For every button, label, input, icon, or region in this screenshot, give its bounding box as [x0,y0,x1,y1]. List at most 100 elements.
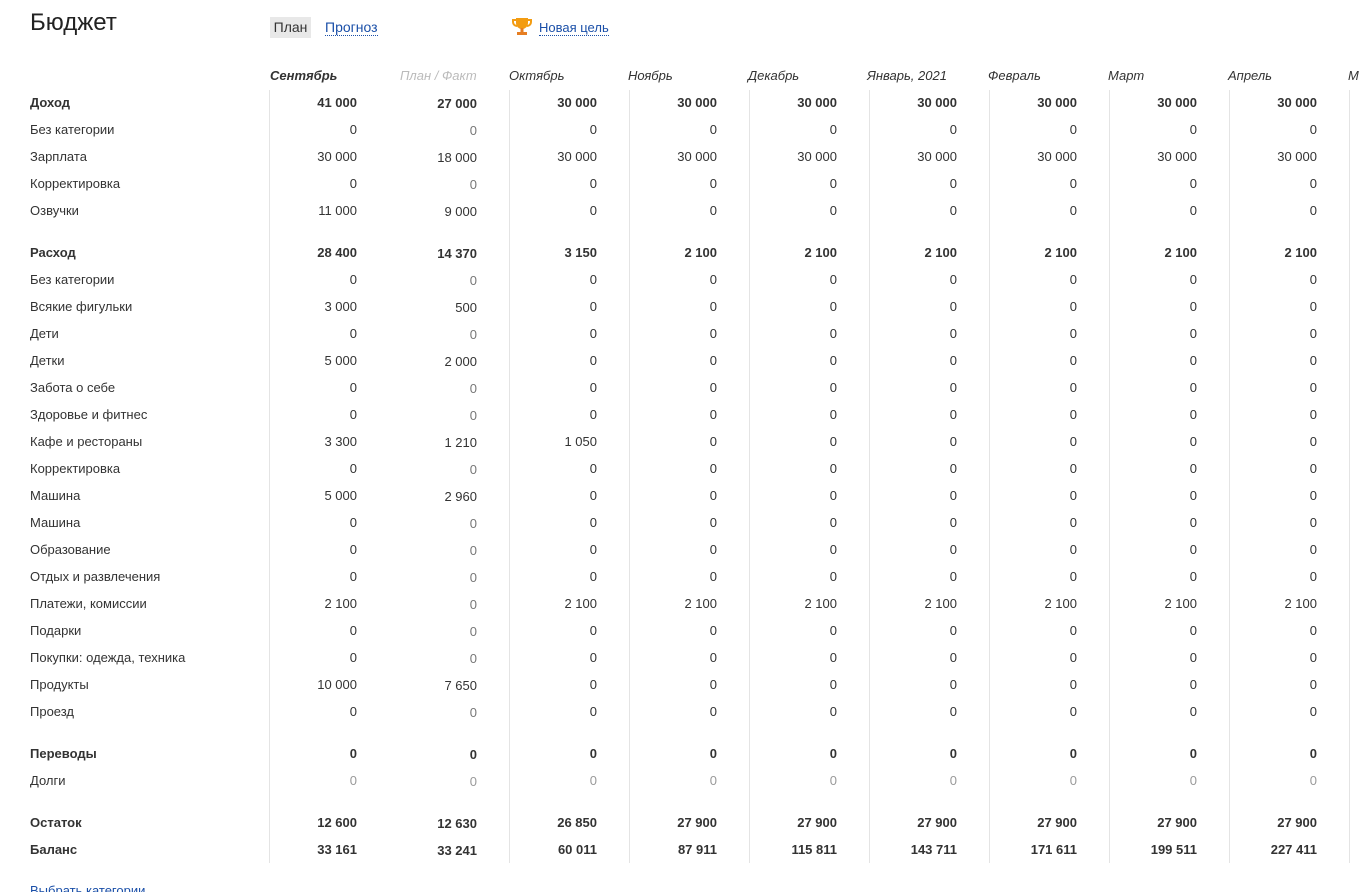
cell-value: 0 [1189,122,1197,137]
cell-value: 0 [949,434,957,449]
cell-value: 33 241 [437,843,477,858]
cell-value: 0 [349,326,357,341]
cell-value: 27 900 [1037,815,1077,830]
new-goal-link[interactable]: Новая цель [539,20,609,36]
cell-value: 0 [589,773,597,788]
cell-value: 0 [589,461,597,476]
column-divider [629,90,630,863]
cell-value: 0 [709,650,717,665]
trophy-icon [512,18,532,35]
plan-tab[interactable]: План [270,17,311,38]
cell-value: 0 [349,380,357,395]
cell-value: 28 400 [317,245,357,260]
new-goal[interactable]: Новая цель [539,19,609,36]
cell-value: 0 [949,272,957,287]
category-label: Покупки: одежда, техника [30,650,186,665]
choose-categories-link[interactable]: Выбрать категории [30,883,146,892]
cell-value: 0 [709,203,717,218]
column-divider [1349,90,1350,863]
cell-value: 0 [1189,203,1197,218]
cell-value: 0 [829,326,837,341]
cell-value: 5 000 [324,353,357,368]
cell-value: 30 000 [917,95,957,110]
cell-value: 2 100 [684,245,717,260]
cell-value: 0 [709,299,717,314]
cell-value: 0 [1069,353,1077,368]
cell-value: 0 [1309,677,1317,692]
cell-value: 0 [1189,704,1197,719]
category-label: Корректировка [30,461,121,476]
cell-value: 30 000 [1037,95,1077,110]
cell-value: 0 [1069,407,1077,422]
cell-value: 0 [589,746,597,761]
cell-value: 0 [829,677,837,692]
cell-value: 0 [349,650,357,665]
cell-value: 0 [829,461,837,476]
cell-value: 0 [1309,542,1317,557]
cell-value: 0 [469,624,477,639]
category-label: Без категории [30,272,115,287]
category-label: Дети [30,326,59,341]
category-label: Без категории [30,122,115,137]
cell-value: 2 100 [1044,596,1077,611]
column-header: М [1348,68,1359,83]
category-label: Зарплата [30,149,87,164]
cell-value: 0 [829,569,837,584]
forecast-tab[interactable]: Прогноз [325,19,378,36]
cell-value: 0 [469,462,477,477]
cell-value: 0 [709,515,717,530]
forecast-link[interactable]: Прогноз [325,19,378,36]
cell-value: 0 [1189,623,1197,638]
column-divider [749,90,750,863]
cell-value: 0 [349,176,357,191]
cell-value: 27 900 [797,815,837,830]
cell-value: 0 [1189,461,1197,476]
cell-value: 0 [469,381,477,396]
cell-value: 0 [1069,623,1077,638]
category-label: Кафе и рестораны [30,434,143,449]
cell-value: 0 [949,773,957,788]
cell-value: 0 [589,407,597,422]
column-divider [1229,90,1230,863]
cell-value: 1 050 [564,434,597,449]
cell-value: 0 [1069,704,1077,719]
section-label: Баланс [30,842,78,857]
cell-value: 0 [1189,176,1197,191]
cell-value: 0 [469,123,477,138]
cell-value: 2 960 [444,489,477,504]
cell-value: 0 [1189,272,1197,287]
cell-value: 11 000 [318,203,357,218]
choose-categories[interactable]: Выбрать категории [30,882,146,892]
cell-value: 0 [1309,650,1317,665]
cell-value: 0 [349,272,357,287]
cell-value: 0 [1309,122,1317,137]
category-label: Корректировка [30,176,121,191]
cell-value: 2 100 [1164,245,1197,260]
cell-value: 30 000 [677,95,717,110]
cell-value: 2 100 [684,596,717,611]
cell-value: 0 [1309,176,1317,191]
category-label: Образование [30,542,111,557]
cell-value: 0 [1189,434,1197,449]
cell-value: 227 411 [1270,842,1317,857]
cell-value: 500 [455,300,477,315]
cell-value: 0 [349,461,357,476]
cell-value: 0 [709,542,717,557]
cell-value: 0 [1309,434,1317,449]
column-divider [989,90,990,863]
cell-value: 0 [589,272,597,287]
cell-value: 0 [1069,515,1077,530]
cell-value: 0 [1309,623,1317,638]
cell-value: 0 [349,623,357,638]
cell-value: 0 [469,651,477,666]
cell-value: 0 [949,677,957,692]
cell-value: 0 [589,569,597,584]
cell-value: 3 150 [564,245,597,260]
cell-value: 0 [1069,746,1077,761]
cell-value: 0 [1069,380,1077,395]
cell-value: 0 [949,203,957,218]
column-header: Декабрь [748,68,800,83]
cell-value: 0 [829,515,837,530]
column-header: Сентябрь [270,68,338,83]
section-label: Расход [30,245,76,260]
